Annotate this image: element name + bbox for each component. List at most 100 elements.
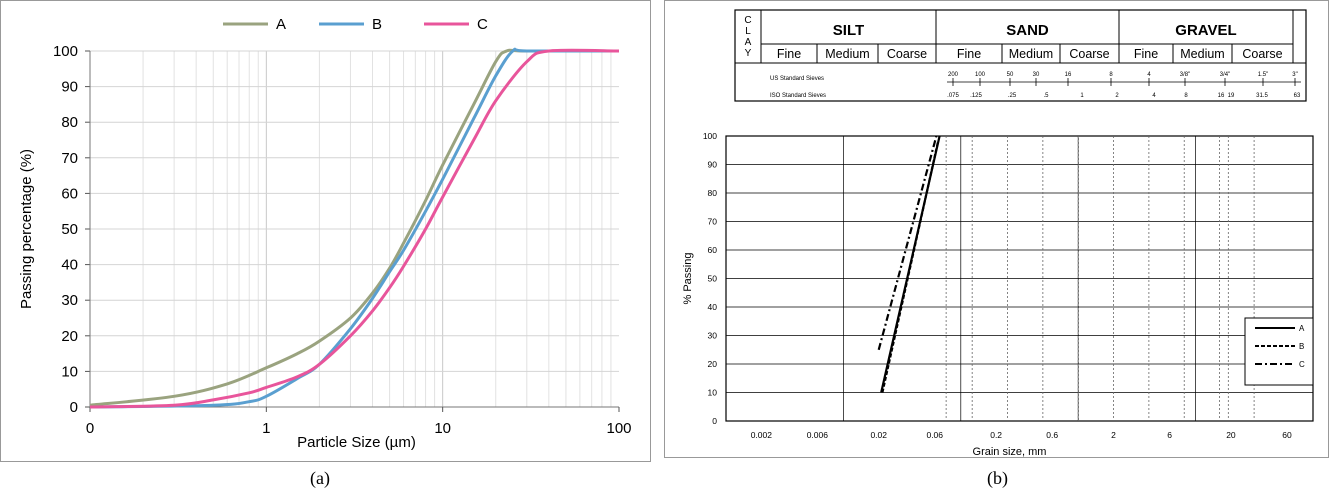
y-tick-label: 50: [61, 221, 78, 238]
y-tick-label: 10: [61, 363, 78, 380]
x-tick-label: 0.6: [1046, 430, 1058, 440]
soil-subgroup-label: Coarse: [887, 47, 927, 61]
y-axis-label: % Passing: [682, 253, 694, 305]
us-sieve-label: 100: [975, 72, 986, 78]
x-tick-label: 0.2: [990, 430, 1002, 440]
legend-label-b: B: [372, 16, 382, 33]
x-tick-label: 2: [1111, 430, 1116, 440]
y-tick-label: 90: [61, 79, 78, 96]
x-tick-label: 100: [606, 420, 631, 437]
iso-sieve-label: 4: [1152, 93, 1156, 99]
y-axis-label: Passing percentage (%): [18, 149, 35, 309]
clay-label-letter: C: [744, 15, 751, 26]
x-axis-label: Grain size, mm: [973, 446, 1047, 458]
x-tick-label: 60: [1282, 430, 1292, 440]
iso-sieve-label: 63: [1294, 93, 1301, 99]
x-tick-label: 20: [1226, 430, 1236, 440]
iso-sieve-label: 31.5: [1256, 93, 1268, 99]
us-sieve-label: 8: [1109, 72, 1113, 78]
clay-label-letter: A: [745, 37, 752, 48]
x-tick-label: 6: [1167, 430, 1172, 440]
iso-sieve-label: 16: [1218, 93, 1225, 99]
caption-a: (a): [310, 468, 330, 488]
soil-group-label: SAND: [1006, 22, 1049, 39]
y-tick-label: 90: [708, 160, 718, 170]
iso-sieve-label: 2: [1115, 93, 1119, 99]
series-line-b: [881, 141, 940, 393]
x-tick-label: 0.006: [807, 430, 829, 440]
x-axis-label: Particle Size (µm): [297, 434, 416, 451]
iso-sieve-label: 19: [1228, 93, 1235, 99]
y-tick-label: 70: [708, 217, 718, 227]
us-sieves-label: US Standard Sieves: [770, 76, 824, 82]
x-tick-label: 10: [434, 420, 451, 437]
legend-label-b: B: [1299, 342, 1304, 351]
y-tick-label: 60: [708, 245, 718, 255]
chart-panel-b: C L A Y SILT Fine Medium Coarse SAND Fine Medium Co…: [664, 0, 1329, 458]
x-tick-label: 0.06: [926, 430, 943, 440]
y-tick-label: 0: [70, 399, 78, 416]
y-tick-label: 100: [703, 131, 717, 141]
series-line-c: [877, 135, 938, 351]
y-tick-label: 80: [61, 114, 78, 131]
y-tick-label: 20: [61, 328, 78, 345]
iso-sieve-label: 1: [1080, 93, 1084, 99]
iso-sieve-label: .25: [1008, 93, 1017, 99]
soil-subgroup-label: Medium: [1009, 47, 1053, 61]
series-line-b: [89, 47, 619, 409]
y-tick-label: 60: [61, 185, 78, 202]
us-sieve-label: 3/4": [1220, 72, 1230, 78]
x-tick-label: 1: [262, 420, 270, 437]
soil-subgroup-label: Coarse: [1069, 47, 1109, 61]
soil-group-label: GRAVEL: [1175, 22, 1236, 39]
chart-panel-a: 0 10 20 30 40 50 60 70 80 90 100 0 1 10 100 Particle Si…: [0, 0, 651, 462]
chart-a-svg: 0 10 20 30 40 50 60 70 80 90 100 0 1 10 100 Particle Si…: [18, 16, 632, 451]
iso-sieve-label: .125: [970, 93, 982, 99]
soil-subgroup-label: Fine: [777, 47, 801, 61]
y-tick-label: 30: [61, 292, 78, 309]
x-tick-label: 0: [86, 420, 94, 437]
series-line-c: [89, 48, 620, 409]
series-line-a: [89, 48, 619, 407]
y-tick-label: 40: [61, 257, 78, 274]
x-tick-label: 0.02: [870, 430, 887, 440]
clay-label-letter: Y: [745, 48, 752, 59]
y-tick-label: 100: [53, 43, 78, 60]
y-tick-label: 80: [708, 188, 718, 198]
x-tick-label: 0.002: [751, 430, 773, 440]
us-sieve-label: 30: [1033, 72, 1040, 78]
y-tick-label: 70: [61, 150, 78, 167]
us-sieve-label: 4: [1147, 72, 1151, 78]
legend-label-a: A: [1299, 324, 1305, 333]
us-sieve-label: 16: [1065, 72, 1072, 78]
us-sieve-label: 1.5": [1258, 72, 1268, 78]
soil-subgroup-label: Fine: [957, 47, 981, 61]
iso-sieves-label: ISO Standard Sieves: [770, 93, 826, 99]
soil-subgroup-label: Medium: [1180, 47, 1224, 61]
soil-group-label: SILT: [833, 22, 864, 39]
legend-label-c: C: [477, 16, 488, 33]
legend-label-a: A: [276, 16, 286, 33]
class-table-border: [734, 9, 1307, 102]
y-tick-label: 20: [708, 359, 718, 369]
soil-subgroup-label: Fine: [1134, 47, 1158, 61]
soil-subgroup-label: Coarse: [1242, 47, 1282, 61]
y-tick-label: 30: [708, 331, 718, 341]
us-sieve-label: 200: [948, 72, 959, 78]
legend-label-c: C: [1299, 360, 1305, 369]
iso-sieve-label: .075: [947, 93, 959, 99]
iso-sieve-label: 8: [1184, 93, 1188, 99]
soil-subgroup-label: Medium: [825, 47, 869, 61]
clay-label-letter: L: [745, 26, 751, 37]
y-tick-label: 50: [708, 274, 718, 284]
y-tick-label: 40: [708, 302, 718, 312]
y-tick-label: 0: [712, 416, 717, 426]
us-sieve-label: 3/8": [1180, 72, 1190, 78]
us-sieve-label: 50: [1007, 72, 1014, 78]
iso-sieve-label: .5: [1043, 93, 1049, 99]
y-tick-label: 10: [708, 388, 718, 398]
caption-b: (b): [987, 468, 1008, 488]
legend-box: [1244, 317, 1314, 386]
us-sieve-label: 3": [1292, 72, 1297, 78]
